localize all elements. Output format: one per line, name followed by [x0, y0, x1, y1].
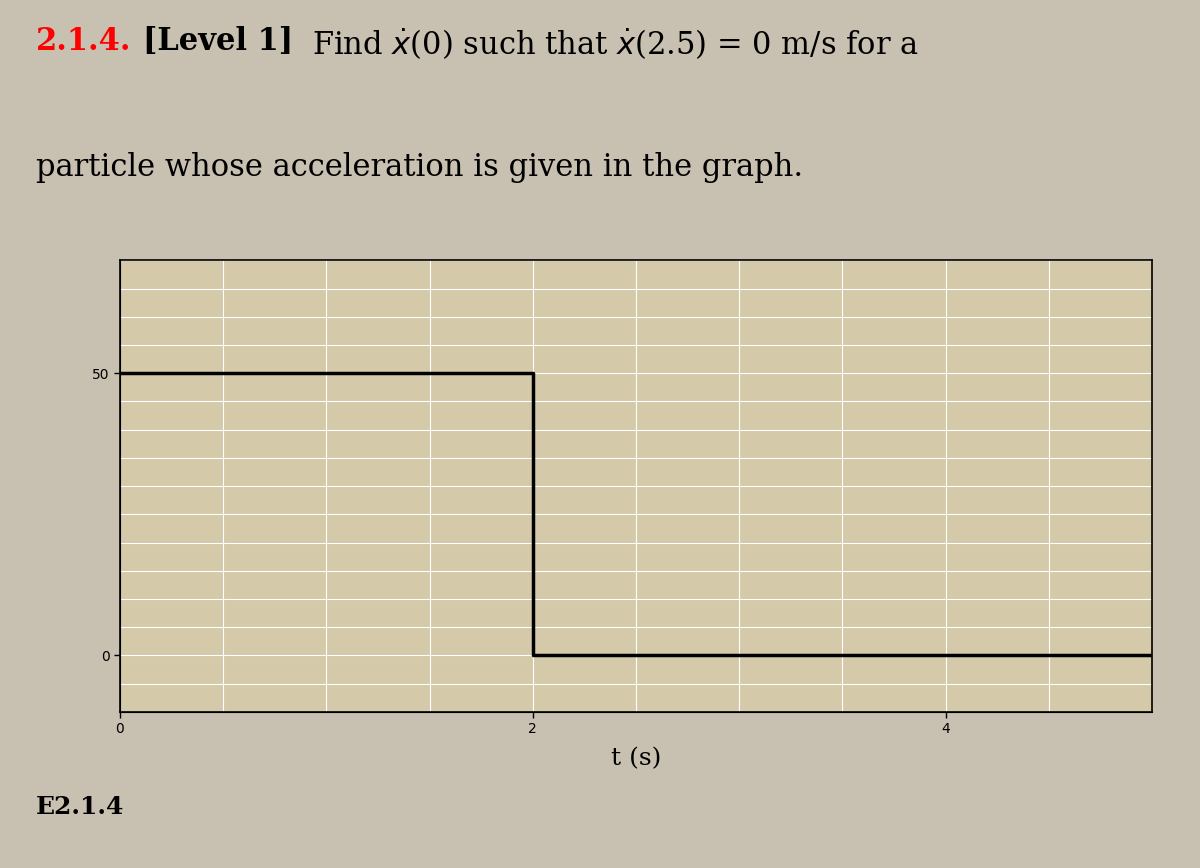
Text: E2.1.4: E2.1.4	[36, 795, 125, 819]
X-axis label: t (s): t (s)	[611, 747, 661, 770]
Text: Find $\dot{x}$(0) such that $\dot{x}$(2.5) = 0 m/s for a: Find $\dot{x}$(0) such that $\dot{x}$(2.…	[312, 26, 919, 62]
Text: 2.1.4.: 2.1.4.	[36, 26, 132, 57]
Text: particle whose acceleration is given in the graph.: particle whose acceleration is given in …	[36, 152, 803, 183]
Text: [Level 1]: [Level 1]	[143, 26, 294, 57]
